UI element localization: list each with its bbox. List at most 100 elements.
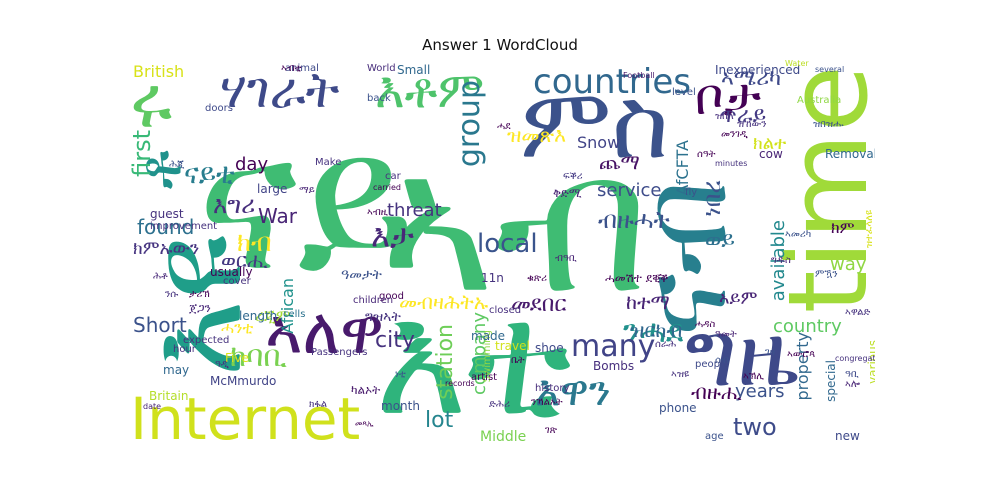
word: found	[137, 215, 195, 239]
word: ኣዋልድ	[845, 307, 871, 318]
word: car	[385, 171, 401, 182]
word: animal	[285, 63, 319, 74]
word: ሓንቲ	[221, 318, 254, 337]
word: እቲ	[375, 269, 572, 441]
word: ሕጂ	[169, 159, 185, 170]
word: cells	[283, 309, 306, 320]
word: ነቲ	[395, 369, 406, 380]
word: ምስ	[520, 67, 670, 181]
word: ኣሜሪካ	[721, 66, 782, 91]
word: phone	[659, 401, 697, 415]
word: back	[367, 93, 391, 104]
word: artist	[471, 372, 498, 383]
word: መብዛሕትኡ	[399, 290, 489, 314]
word: ሰዓት	[697, 149, 716, 160]
word: cow	[759, 147, 783, 161]
word: ታሪኽ	[189, 289, 210, 300]
word: ሩ	[130, 60, 173, 145]
word: War	[258, 204, 297, 228]
word: ብዙሒ	[691, 380, 742, 404]
word: lot	[425, 408, 454, 433]
word: 11n	[481, 271, 504, 285]
wordcloud: ናይ ኣብ እቲ ምስ እዩ time Internet ግዜ ናብ ኣለዋ ሃገራት እቶም ቦታ co…	[125, 60, 875, 441]
word: ኣለዋ	[265, 295, 385, 369]
word: ናይቲ	[184, 157, 235, 190]
word: ረጂም	[255, 306, 291, 325]
word: minutes	[715, 159, 748, 168]
word: ክምኡውን	[133, 238, 200, 259]
word: property	[793, 332, 812, 401]
word: Inexperienced	[715, 63, 801, 77]
word: way	[830, 254, 867, 275]
word: may	[163, 363, 190, 377]
word: good	[379, 291, 404, 302]
word: ዝመጽእ	[507, 123, 566, 147]
word: ኣብቲ	[281, 63, 302, 74]
word: date	[143, 402, 162, 411]
word: ዝርከብ	[630, 318, 683, 342]
word: ሰራሕ	[655, 339, 677, 350]
word: first	[128, 130, 156, 177]
word: ንኻልኦት	[531, 397, 563, 408]
word: ኣኽሊ	[743, 371, 764, 382]
word: ዝተፈላለዩ	[864, 210, 875, 249]
word: ሓዳስ	[695, 319, 716, 330]
word: እቶም	[375, 61, 485, 119]
word: guest	[150, 207, 184, 221]
word: cover	[223, 276, 251, 287]
word: ዝበዝሑ	[813, 119, 844, 130]
word: Football	[623, 71, 655, 80]
word: day	[235, 154, 269, 175]
word: ማይ	[299, 185, 315, 196]
word: fly	[685, 187, 698, 198]
word: ገዛ	[765, 347, 776, 358]
word: history	[535, 383, 570, 394]
word: expected	[183, 335, 230, 346]
word: ንሱ	[165, 289, 179, 300]
word: ሃገራት	[220, 61, 340, 119]
word: month	[381, 399, 420, 413]
word: Water	[785, 60, 809, 68]
word: service	[597, 180, 662, 201]
word: ሓደ	[497, 121, 511, 132]
word: ሰብ	[715, 355, 729, 366]
word: ገጽ	[545, 425, 557, 436]
word: ወርሒ	[221, 248, 268, 272]
word: carried	[373, 183, 401, 192]
word: local	[477, 229, 538, 259]
word: McMmurdo	[210, 374, 277, 388]
word: ግዝኣት	[365, 309, 401, 325]
word: ብዓቢ	[555, 253, 577, 264]
word: Five	[225, 351, 249, 365]
word: Removal	[825, 147, 875, 161]
word: Britain	[149, 389, 189, 403]
word: Snow	[577, 133, 621, 152]
word: ቅድሚ	[553, 186, 582, 200]
word: station	[433, 324, 458, 400]
word: several	[815, 65, 845, 74]
word: ዓዲ	[215, 359, 229, 370]
word: doors	[205, 103, 233, 114]
word: መጻኢ	[355, 419, 374, 428]
word: Make	[315, 157, 342, 168]
word: new	[835, 429, 860, 441]
word: ከተማ	[626, 290, 670, 314]
word: hour	[173, 344, 196, 355]
word: ኣውሮጳ	[787, 349, 816, 360]
word: ብዙሓት	[598, 206, 670, 234]
word: ድሕሪ	[489, 399, 510, 410]
wordcloud-title: Answer 1 WordCloud	[422, 36, 578, 54]
word: ዝበለ	[715, 111, 734, 122]
word: መደበር	[511, 292, 567, 317]
word: ጀጋን	[189, 301, 211, 315]
word: Short	[133, 313, 187, 337]
word: Middle	[480, 429, 527, 441]
word: threat	[387, 200, 442, 221]
word: World	[367, 63, 396, 74]
word: ክብ	[237, 228, 272, 258]
word: ክፋል	[309, 399, 328, 410]
word: travel	[495, 339, 530, 353]
word: ዓቢ	[845, 369, 859, 380]
word: city	[375, 328, 415, 353]
word: ሕቶ	[153, 271, 168, 282]
